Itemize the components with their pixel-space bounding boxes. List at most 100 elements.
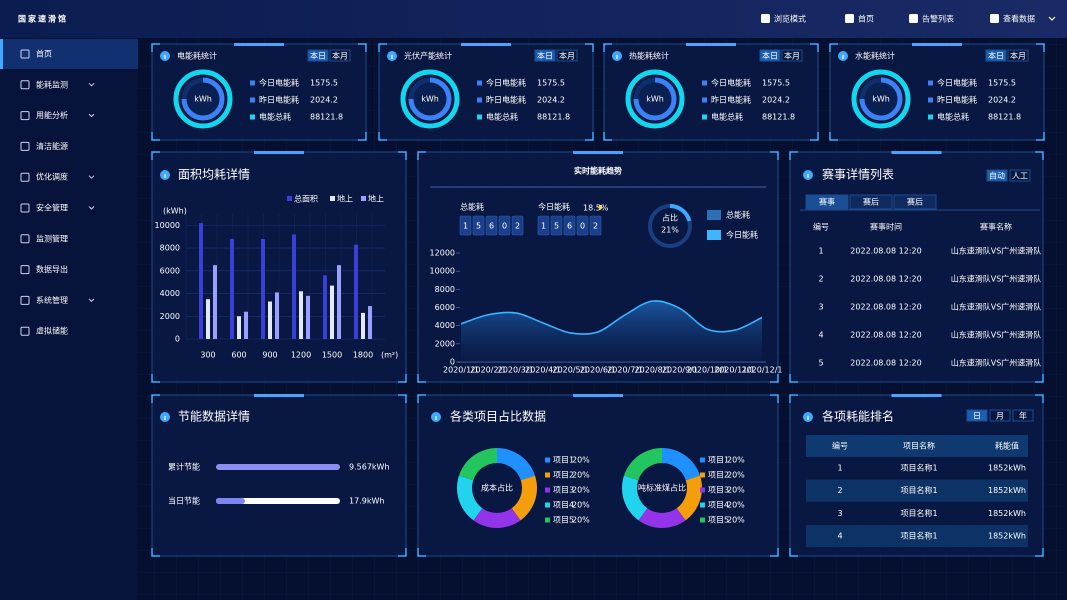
sidebar-item[interactable]: 用能分析 [36, 110, 68, 120]
card-tab-label[interactable]: 本月 [784, 51, 800, 61]
period-tab[interactable] [989, 409, 1011, 422]
legend-swatch [700, 517, 705, 523]
card-tab-label[interactable]: 本月 [332, 51, 348, 61]
sidebar-chevron [88, 113, 95, 118]
card-tab-label[interactable]: 本月 [1010, 51, 1026, 61]
legend-label: 今日能耗 [726, 230, 758, 240]
period-tab-label[interactable]: 月 [996, 412, 1004, 421]
nav-icon[interactable] [909, 14, 918, 23]
legend-value: 20% [572, 456, 590, 465]
sidebar-item[interactable]: 监测管理 [36, 233, 68, 243]
sidebar-icon [20, 80, 30, 90]
event-tab[interactable] [805, 194, 849, 210]
event-tab-label[interactable]: 赛后 [907, 197, 923, 207]
row-label: 昨日电能耗 [711, 95, 751, 105]
nav-icon[interactable] [761, 14, 770, 23]
legend-label: 项目1 [553, 456, 574, 465]
saving-track [216, 464, 340, 470]
sidebar-icon [20, 141, 30, 151]
sidebar-item[interactable]: 安全管理 [36, 203, 68, 213]
card-tab[interactable] [534, 49, 556, 62]
sidebar-item[interactable]: 数据导出 [36, 264, 68, 274]
table-cell: 1 [837, 464, 842, 473]
event-tab[interactable] [893, 194, 937, 210]
gauge-ring [400, 69, 460, 129]
nav-item[interactable]: 查看数据 [1003, 14, 1035, 24]
row-bullet [702, 97, 707, 103]
card-tab[interactable] [556, 49, 578, 62]
mode-tab-label[interactable]: 人工 [1012, 172, 1028, 181]
share-value: 21% [661, 226, 679, 235]
card-tab-label[interactable]: 本日 [762, 51, 778, 61]
card-tab[interactable] [759, 49, 781, 62]
table-cell: 2022.08.08 12:20 [850, 359, 921, 368]
card-tab-label[interactable]: 本日 [537, 51, 553, 61]
panel-corner [151, 151, 407, 383]
sidebar-item[interactable]: 虚拟储能 [36, 326, 68, 336]
x-tick-label: 1200 [291, 351, 311, 360]
event-tab-label[interactable]: 赛后 [863, 197, 879, 207]
nav-icon[interactable] [845, 14, 854, 23]
nav-item[interactable]: 浏览模式 [774, 14, 806, 24]
period-tab[interactable] [966, 409, 988, 422]
bar [261, 239, 265, 339]
legend-swatch [330, 196, 335, 201]
panel-corner [829, 43, 1045, 141]
legend-swatch [700, 472, 705, 478]
mode-tab[interactable] [986, 169, 1008, 182]
row-value: 88121.8 [988, 113, 1021, 122]
legend-swatch [287, 196, 292, 201]
period-tab[interactable] [1012, 409, 1034, 422]
row-label: 电能总耗 [937, 112, 969, 122]
row-label: 昨日电能耗 [486, 95, 526, 105]
card-tab-label[interactable]: 本日 [310, 51, 326, 61]
card-tab[interactable] [329, 49, 351, 62]
row-value: 1575.5 [988, 79, 1016, 88]
legend-label: 项目5 [553, 516, 574, 525]
sidebar-icon [20, 234, 30, 244]
period-tab-label[interactable]: 年 [1019, 411, 1027, 421]
x-tick-label: 2020/5/1 [552, 366, 588, 375]
row-value: 2024.2 [988, 96, 1016, 105]
legend-label: 项目5 [708, 516, 729, 525]
card-tab[interactable] [985, 49, 1007, 62]
table-cell: 项目名称1 [900, 531, 937, 541]
event-tab[interactable] [849, 194, 893, 210]
sidebar-item[interactable]: 优化调度 [36, 172, 68, 182]
pie-center-label: 成本占比 [481, 483, 513, 493]
mode-tab-label[interactable]: 自动 [989, 171, 1005, 181]
row-label: 今日电能耗 [259, 78, 299, 88]
card-tab-label[interactable]: 本月 [559, 51, 575, 61]
header-bar [0, 0, 1067, 38]
table-header: 耗能值 [995, 441, 1019, 451]
table-header: 编号 [832, 441, 848, 451]
bar [206, 299, 210, 339]
event-tab-label[interactable]: 赛事 [819, 197, 835, 207]
nav-item[interactable]: 告警列表 [922, 14, 954, 24]
sidebar-item[interactable]: 系统管理 [36, 295, 68, 305]
table-cell: 4 [837, 532, 842, 541]
sidebar-item[interactable]: 能耗监测 [36, 79, 68, 89]
x-tick-label: 900 [262, 351, 277, 360]
card-tab[interactable] [307, 49, 329, 62]
legend-value: 20% [572, 501, 590, 510]
table-cell: 山东速滑队VS广州速滑队 [951, 330, 1042, 340]
sidebar-item[interactable]: 清洁能源 [36, 141, 68, 151]
row-label: 昨日电能耗 [259, 95, 299, 105]
x-tick-label: 300 [200, 351, 215, 360]
table-cell: 2022.08.08 12:20 [850, 331, 921, 340]
row-bullet [928, 114, 933, 120]
card-tab[interactable] [1007, 49, 1029, 62]
nav-item[interactable]: 首页 [858, 14, 874, 24]
nav-icon[interactable] [990, 14, 999, 23]
sidebar-item[interactable]: 首页 [36, 49, 52, 59]
pie-slice [511, 475, 537, 521]
card-tab-label[interactable]: 本日 [988, 51, 1004, 61]
card-tab[interactable] [781, 49, 803, 62]
period-tab-label[interactable]: 日 [973, 412, 981, 421]
sidebar-active-bg[interactable] [0, 39, 138, 69]
change-arrow [597, 205, 604, 210]
mode-tab[interactable] [1009, 169, 1031, 182]
x-tick-label: 2020/6/1 [580, 366, 616, 375]
counter-digit-box [511, 215, 524, 236]
